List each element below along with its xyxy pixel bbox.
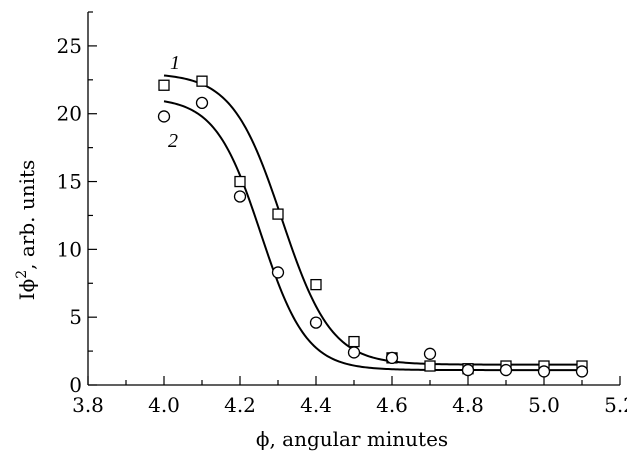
y-tick-label: 0 — [69, 373, 82, 397]
series-2-point — [157, 110, 171, 123]
curve-label-2: 2 — [168, 130, 178, 152]
series-2-point — [385, 351, 399, 365]
labels: ϕ, angular minutes Iϕ2, arb. units 1 2 — [14, 52, 448, 451]
y-tick-label: 25 — [57, 34, 82, 58]
series-2-point — [271, 266, 285, 279]
x-tick-label: 4.6 — [376, 393, 408, 417]
series-2-point — [423, 347, 437, 360]
x-tick-label: 4.0 — [148, 393, 180, 417]
y-axis-title-prefix: Iϕ — [15, 279, 39, 301]
data-points — [157, 75, 589, 378]
axes: 3.8 4.0 4.2 4.4 4.6 4.8 5.0 5.2 0 5 10 15 20 25 — [57, 11, 627, 417]
series-1-point — [310, 278, 322, 291]
series-2-point — [347, 346, 361, 359]
series-1-point — [348, 335, 360, 348]
x-tick-label: 3.8 — [72, 393, 104, 417]
series-1-point — [272, 208, 284, 220]
y-axis-title: Iϕ2, arb. units — [14, 160, 39, 301]
series-1-point — [196, 75, 208, 87]
curve-label-1: 1 — [170, 52, 180, 74]
series-2-fit-line — [163, 100, 582, 372]
x-tick-label: 4.8 — [452, 393, 484, 417]
series-2-point — [309, 316, 323, 329]
series-2-point — [233, 190, 247, 203]
x-tick-label: 5.0 — [528, 393, 560, 417]
fit-curves — [163, 74, 582, 372]
x-tick-label: 4.2 — [224, 393, 256, 417]
x-tick-label: 5.2 — [604, 393, 627, 417]
y-tick-label: 5 — [69, 305, 82, 329]
series-1-point — [158, 79, 170, 91]
series-2-point — [575, 365, 589, 378]
y-axis-title-sup: 2 — [14, 270, 30, 279]
series-1-point — [424, 360, 436, 372]
series-2-point — [461, 363, 475, 377]
y-axis-title-suffix: , arb. units — [15, 160, 39, 270]
series-1-fit-line — [163, 74, 582, 366]
x-tick-label: 4.4 — [300, 393, 332, 417]
series-2-point — [537, 365, 551, 378]
y-tick-label: 15 — [57, 170, 82, 194]
y-tick-label: 10 — [57, 237, 82, 261]
x-axis-title: ϕ, angular minutes — [256, 427, 448, 451]
y-tick-label: 20 — [57, 102, 82, 126]
series-2-point — [195, 96, 209, 110]
series-2-point — [499, 363, 513, 377]
series-1-point — [234, 175, 246, 188]
